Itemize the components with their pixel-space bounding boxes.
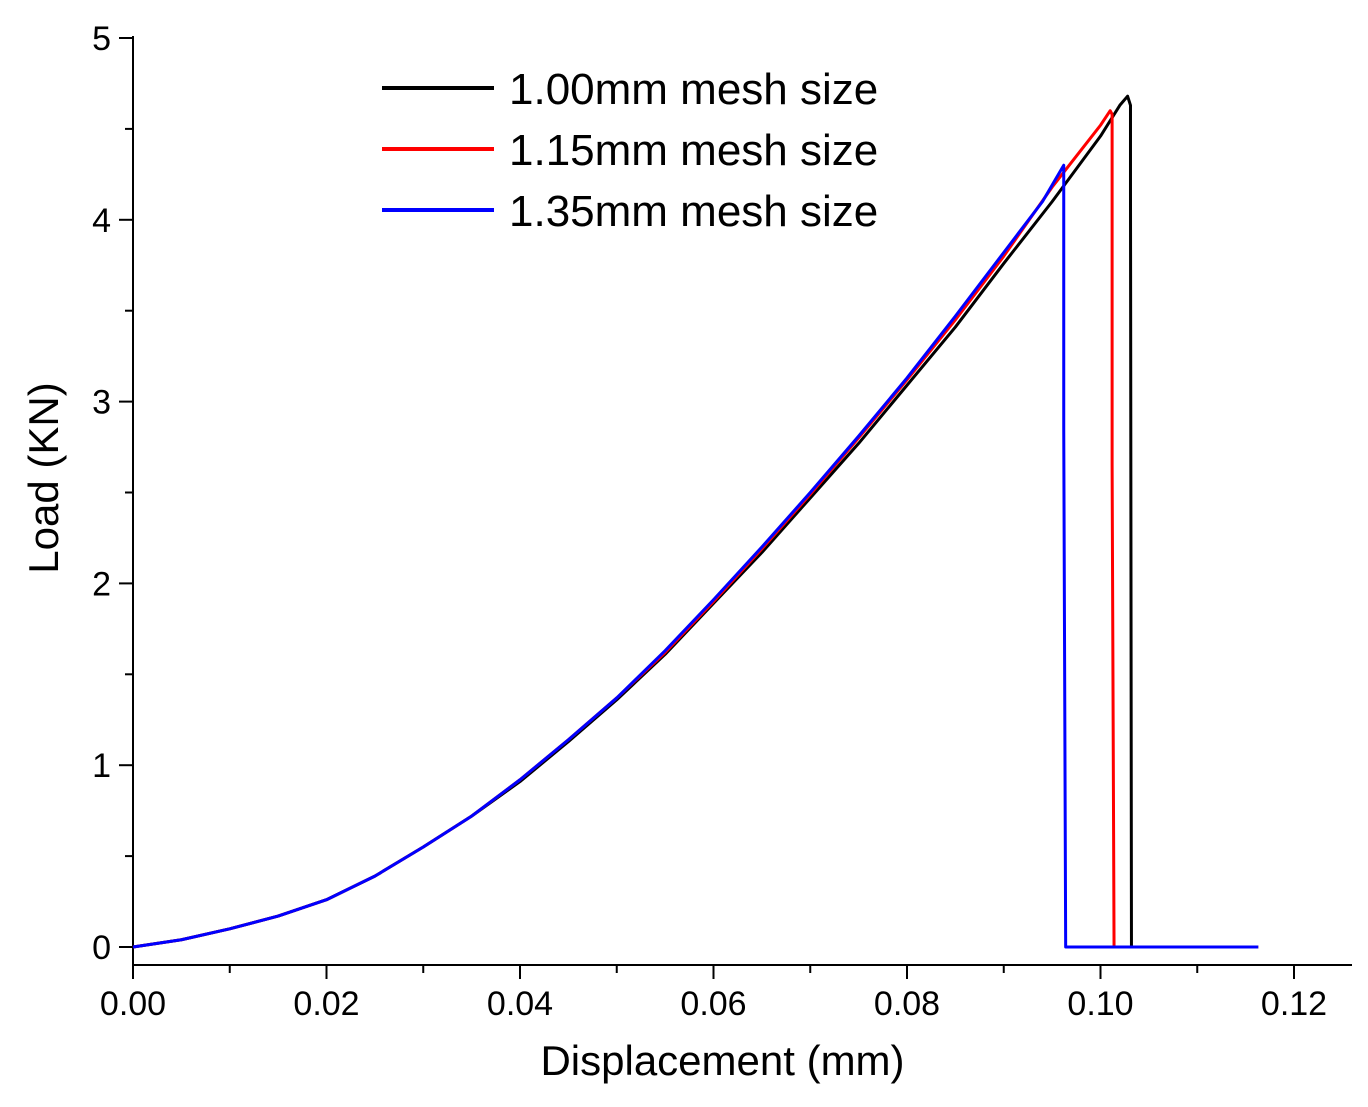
y-tick-label: 5	[92, 20, 111, 58]
y-tick-label: 4	[92, 202, 111, 240]
x-tick-label: 0.12	[1261, 985, 1327, 1023]
x-tick-label: 0.04	[487, 985, 553, 1023]
x-tick-label: 0.02	[293, 985, 359, 1023]
legend-label-1: 1.00mm mesh size	[509, 65, 878, 114]
x-axis-title: Displacement (mm)	[540, 1037, 904, 1084]
y-tick-label: 1	[92, 747, 111, 785]
x-tick-label: 0.10	[1067, 985, 1133, 1023]
legend-label-3: 1.35mm mesh size	[509, 187, 878, 236]
legend-label-2: 1.15mm mesh size	[509, 126, 878, 175]
y-axis-title: Load (KN)	[20, 382, 67, 573]
series-line-2	[132, 109, 1259, 949]
x-tick-label: 0.06	[680, 985, 746, 1023]
series-layer	[132, 94, 1259, 949]
y-tick-label: 2	[92, 565, 111, 603]
y-tick-label: 3	[92, 384, 111, 422]
series-line-3	[132, 163, 1259, 949]
plot-area: 0.00 0.02 0.04 0.06 0.08 0.10 0.12 0 1 2 3 4 5	[92, 20, 1352, 1023]
legend: 1.00mm mesh size 1.15mm mesh size 1.35mm m…	[382, 65, 878, 236]
y-tick-label: 0	[92, 929, 111, 967]
x-tick-label: 0.00	[100, 985, 166, 1023]
x-tick-label: 0.08	[874, 985, 940, 1023]
